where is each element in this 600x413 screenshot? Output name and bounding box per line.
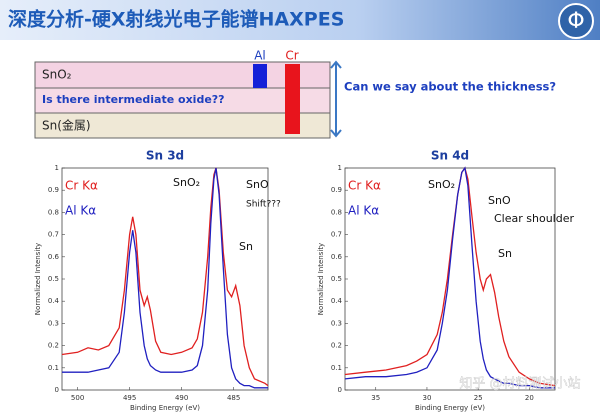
al-beam [253, 64, 267, 88]
y-tick-label: 0.3 [331, 319, 342, 327]
y-axis-label: Normalized Intensity [317, 243, 325, 315]
slide-title: 深度分析-硬X射线光电子能谱HAXPES [8, 8, 344, 31]
y-tick-label: 0.4 [48, 297, 60, 305]
layer-label: Sn(金属) [42, 118, 91, 133]
thickness-arrow [330, 60, 342, 138]
y-tick-label: 0.2 [48, 342, 59, 350]
header-band [0, 0, 600, 40]
x-tick-label: 495 [123, 394, 136, 402]
legend-label: Cr Kα [65, 179, 98, 193]
y-tick-label: 0.9 [331, 186, 342, 194]
y-tick-label: 0.8 [331, 208, 342, 216]
spectrum-line [344, 166, 555, 389]
layer [34, 112, 331, 139]
annotation: SnO₂ [173, 176, 200, 189]
y-tick-label: 0.1 [48, 364, 59, 372]
annotation: Shift??? [246, 200, 281, 210]
y-tick-label: 0.6 [331, 253, 343, 261]
chart-title: Sn 4d [431, 149, 469, 163]
y-tick-label: 0.7 [331, 231, 342, 239]
cr-beam [285, 64, 300, 134]
logo-circle [558, 3, 594, 39]
y-tick-label: 0.7 [48, 231, 59, 239]
x-tick-label: 25 [474, 394, 483, 402]
annotation: SnO [488, 194, 511, 207]
y-tick-label: 0.3 [48, 319, 59, 327]
spectrum-line [62, 167, 268, 389]
x-tick-label: 500 [71, 394, 84, 402]
annotation: Clear shoulder [494, 212, 574, 225]
y-tick-label: 0.5 [331, 275, 342, 283]
question: Can we say about the thickness? [344, 80, 556, 94]
logo: Φ [567, 9, 584, 34]
x-tick-label: 35 [371, 394, 380, 402]
x-axis-label: Binding Energy (eV) [415, 404, 485, 412]
source-label: Cr [285, 49, 298, 63]
x-tick-label: 20 [525, 394, 534, 402]
x-tick-label: 490 [175, 394, 188, 402]
x-tick-label: 485 [227, 394, 240, 402]
plot-frame [61, 167, 269, 391]
y-tick-label: 0 [55, 386, 59, 394]
spectrum-line [344, 166, 556, 387]
y-tick-label: 0.6 [48, 253, 60, 261]
annotation: Sn [239, 240, 253, 253]
annotation: SnO₂ [428, 178, 455, 191]
annotation: Sn [498, 247, 512, 260]
layer-label: Is there intermediate oxide?? [42, 93, 225, 106]
layer [34, 87, 331, 114]
legend-label: Cr Kα [348, 179, 381, 193]
y-tick-label: 0.2 [331, 342, 342, 350]
y-axis-label: Normalized Intensity [34, 243, 42, 315]
y-tick-label: 0.5 [48, 275, 59, 283]
x-axis-label: Binding Energy (eV) [130, 404, 200, 412]
chart-title: Sn 3d [146, 149, 184, 163]
watermark: 知乎 @材料测试小站 [459, 376, 580, 392]
annotation: SnO [246, 178, 269, 191]
y-tick-label: 0 [338, 386, 342, 394]
y-tick-label: 0.1 [331, 364, 342, 372]
spectrum-line [61, 167, 269, 387]
y-tick-label: 0.4 [331, 297, 343, 305]
legend-label: Al Kα [348, 204, 379, 218]
y-tick-label: 0.9 [48, 186, 59, 194]
y-tick-label: 0.8 [48, 208, 59, 216]
plot-frame [344, 167, 556, 391]
layer-label: SnO₂ [42, 68, 72, 82]
legend-label: Al Kα [65, 204, 96, 218]
y-tick-label: 1 [338, 164, 342, 172]
x-tick-label: 30 [422, 394, 431, 402]
y-tick-label: 1 [55, 164, 59, 172]
source-label: Al [254, 49, 266, 63]
